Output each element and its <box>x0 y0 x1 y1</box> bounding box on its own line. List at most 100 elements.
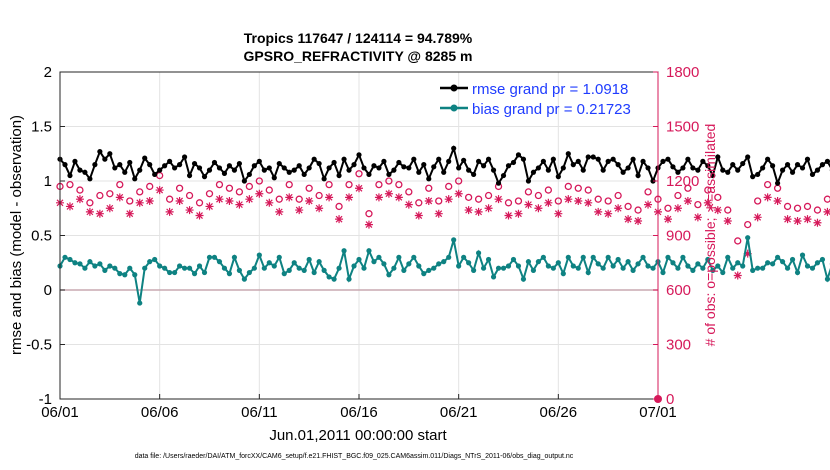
bias-point <box>670 260 676 266</box>
rmse-point <box>595 156 601 162</box>
rmse-point <box>510 159 517 166</box>
rmse-point <box>665 156 671 162</box>
bias-point <box>635 261 641 267</box>
y2-axis-label: # of obs: o=possible; ∗=assimilated <box>702 124 718 347</box>
bias-point <box>92 263 98 269</box>
bias-point <box>391 265 397 271</box>
bias-point <box>775 254 781 260</box>
rmse-point <box>461 157 467 163</box>
bias-point <box>386 272 392 278</box>
rmse-point <box>799 165 806 171</box>
obs-possible-point <box>554 197 562 205</box>
bias-point <box>241 276 247 282</box>
bias-series <box>57 235 830 306</box>
obs-assimilated-point <box>115 193 124 202</box>
rmse-point <box>147 162 153 168</box>
rmse-point <box>570 162 576 168</box>
obs-possible-point <box>225 184 234 192</box>
bias-point <box>356 256 362 263</box>
obs-assimilated-point <box>813 218 822 227</box>
obs-possible-point <box>524 188 533 196</box>
bias-point <box>585 269 591 276</box>
bias-point <box>685 263 691 269</box>
rmse-point <box>590 154 596 160</box>
obs-assimilated-point <box>125 209 134 218</box>
rmse-point <box>296 163 302 169</box>
rmse-point <box>261 167 267 173</box>
rmse-series <box>57 144 830 187</box>
rmse-point <box>550 156 556 162</box>
bias-point <box>441 259 447 265</box>
rmse-point <box>755 171 761 178</box>
bias-point <box>306 256 312 263</box>
bias-point <box>540 254 546 260</box>
rmse-point <box>416 169 422 175</box>
obs-possible-point <box>415 199 423 207</box>
x-axis-ticks: 06/01 06/06 06/11 06/16 06/21 06/26 07/01 <box>41 394 677 421</box>
obs-possible-point <box>464 193 473 202</box>
obs-assimilated-point <box>105 204 114 213</box>
rmse-point <box>675 169 681 175</box>
rmse-point <box>117 162 123 168</box>
obs-assimilated-point <box>325 193 334 202</box>
obs-assimilated-point <box>315 204 324 213</box>
bias-point <box>381 261 387 267</box>
bias-point <box>625 259 631 265</box>
obs-assimilated-point <box>574 196 583 205</box>
obs-assimilated-point <box>165 207 174 216</box>
y2-tick-label-0: 0 <box>666 391 674 408</box>
obs-possible-point <box>106 190 114 198</box>
bias-point <box>346 276 352 282</box>
rmse-point <box>730 162 736 168</box>
obs-possible-point <box>405 188 413 196</box>
obs-possible-point <box>484 191 493 200</box>
rmse-point <box>77 167 83 173</box>
bias-point <box>804 263 811 269</box>
bias-point <box>82 265 88 271</box>
bias-point <box>799 252 806 258</box>
obs-assimilated-point <box>75 195 84 204</box>
bias-point <box>580 254 586 260</box>
x-tick-label-3: 06/16 <box>340 404 378 421</box>
obs-possible-point <box>793 204 802 212</box>
bias-point <box>97 261 103 267</box>
bias-point <box>824 276 830 282</box>
y-tick-label-4: 1 <box>44 173 52 190</box>
bias-point <box>127 265 133 271</box>
rmse-point <box>476 158 482 164</box>
obs-possible-point <box>235 188 244 196</box>
obs-possible-point <box>544 186 553 194</box>
legend-rmse-label: rmse grand pr = 1.0918 <box>472 81 628 98</box>
bias-point <box>326 274 332 280</box>
rmse-point <box>376 165 382 171</box>
obs-assimilated-point <box>85 207 94 216</box>
obs-possible-point <box>86 199 94 207</box>
rmse-point <box>286 169 292 175</box>
bias-point <box>660 269 666 276</box>
y-tick-label-3: 0.5 <box>31 228 52 245</box>
obs-assimilated-point <box>225 196 234 205</box>
obs-assimilated-point <box>175 196 184 205</box>
rmse-point <box>515 152 522 158</box>
rmse-point <box>102 156 108 162</box>
obs-assimilated-point <box>414 211 423 220</box>
obs-assimilated-point <box>514 209 523 218</box>
rmse-point <box>431 164 437 170</box>
obs-possible-point <box>574 184 582 192</box>
rmse-point <box>162 163 168 169</box>
bias-point <box>107 263 113 269</box>
obs-possible-point <box>395 180 403 189</box>
rmse-point <box>670 164 676 170</box>
obs-possible-point <box>425 184 433 192</box>
rmse-point <box>625 165 631 171</box>
rmse-point <box>640 158 646 164</box>
obs-possible-point <box>803 202 812 211</box>
rmse-point <box>356 152 362 158</box>
obs-possible-point <box>355 170 363 178</box>
bias-point <box>530 267 537 273</box>
rmse-point <box>216 165 223 171</box>
bias-point <box>515 263 522 269</box>
y2-tick-label-6: 1800 <box>666 64 699 81</box>
rmse-point <box>406 165 412 171</box>
obs-assimilated-point <box>783 215 792 224</box>
